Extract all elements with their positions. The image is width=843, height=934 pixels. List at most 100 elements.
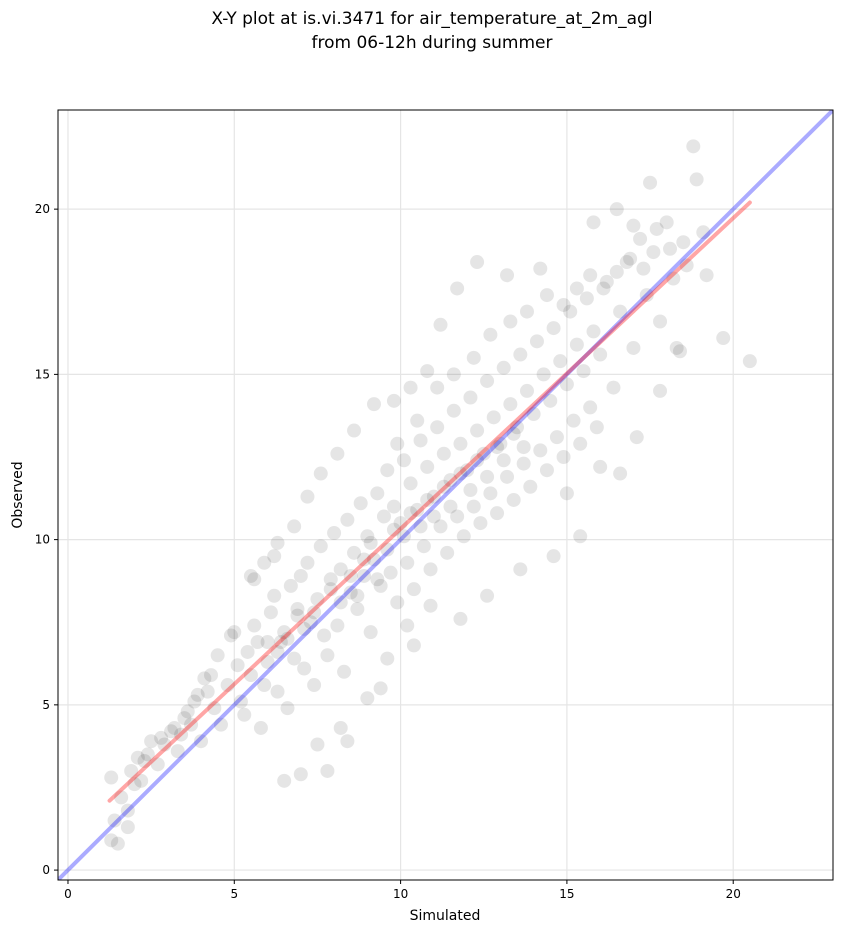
data-point — [636, 261, 651, 276]
data-point — [563, 304, 578, 319]
data-point — [423, 562, 438, 577]
data-point — [250, 635, 265, 650]
data-point — [363, 535, 378, 550]
data-point — [343, 585, 358, 600]
data-point — [623, 251, 638, 266]
data-point — [307, 605, 322, 620]
data-point — [170, 744, 185, 759]
data-point — [450, 281, 465, 296]
data-point — [613, 466, 628, 481]
data-point — [180, 704, 195, 719]
data-point — [320, 648, 335, 663]
x-tick-label: 15 — [559, 887, 574, 901]
fit-line — [107, 200, 752, 803]
data-point — [240, 644, 255, 659]
data-point — [433, 519, 448, 534]
data-point — [529, 334, 544, 349]
data-point — [313, 539, 328, 554]
data-point — [443, 473, 458, 488]
data-point — [583, 400, 598, 415]
data-point — [366, 397, 381, 412]
data-point — [573, 529, 588, 544]
data-point — [237, 707, 252, 722]
data-point — [197, 671, 212, 686]
data-point — [210, 648, 225, 663]
data-point — [443, 499, 458, 514]
data-point — [653, 383, 668, 398]
data-point — [566, 413, 581, 428]
data-point — [483, 327, 498, 342]
data-point — [154, 730, 169, 745]
data-point — [546, 549, 561, 564]
data-point — [360, 529, 375, 544]
data-point — [413, 519, 428, 534]
x-tick-label: 20 — [726, 887, 741, 901]
data-point — [533, 261, 548, 276]
x-axis-label: Simulated — [410, 908, 481, 924]
data-point — [663, 241, 678, 256]
data-point — [609, 264, 624, 279]
y-tick-label: 5 — [42, 698, 50, 712]
data-point — [317, 628, 332, 643]
data-point — [363, 625, 378, 640]
data-point — [559, 377, 574, 392]
data-point — [516, 440, 531, 455]
data-point — [313, 466, 328, 481]
data-point — [177, 711, 192, 726]
y-tick-label: 0 — [42, 863, 50, 877]
data-point — [493, 436, 508, 451]
data-point — [370, 572, 385, 587]
data-point — [436, 446, 451, 461]
data-point — [686, 139, 701, 154]
data-point — [120, 803, 135, 818]
data-point — [576, 364, 591, 379]
data-point — [253, 720, 268, 735]
data-point — [539, 463, 554, 478]
data-point — [506, 426, 521, 441]
data-point — [204, 668, 219, 683]
data-point — [223, 628, 238, 643]
data-point — [140, 747, 155, 762]
data-point — [586, 324, 601, 339]
x-tick-label: 10 — [393, 887, 408, 901]
data-point — [646, 245, 661, 260]
data-point — [267, 549, 282, 564]
data-point — [114, 790, 129, 805]
data-point — [277, 625, 292, 640]
data-point — [516, 456, 531, 471]
data-point — [396, 453, 411, 468]
data-point — [167, 720, 182, 735]
data-point — [699, 268, 714, 283]
data-point — [483, 486, 498, 501]
data-point — [526, 407, 541, 422]
data-point — [669, 340, 684, 355]
data-point — [546, 321, 561, 336]
data-point — [104, 833, 119, 848]
data-point — [303, 615, 318, 630]
data-point — [144, 734, 159, 749]
data-point — [559, 486, 574, 501]
data-point — [453, 611, 468, 626]
data-point — [270, 535, 285, 550]
data-point — [293, 767, 308, 782]
data-point — [456, 529, 471, 544]
y-tick-label: 15 — [35, 367, 50, 381]
data-point — [243, 668, 258, 683]
data-point — [583, 268, 598, 283]
data-point — [350, 602, 365, 617]
data-point — [549, 430, 564, 445]
plot-frame — [57, 109, 834, 881]
data-point — [243, 568, 258, 583]
data-point — [373, 578, 388, 593]
data-point — [323, 582, 338, 597]
data-point — [406, 638, 421, 653]
data-point — [150, 757, 165, 772]
data-point — [400, 555, 415, 570]
data-point — [676, 235, 691, 250]
data-point — [310, 737, 325, 752]
data-point — [539, 288, 554, 303]
data-point — [333, 720, 348, 735]
data-point — [506, 492, 521, 507]
data-points — [104, 139, 757, 851]
x-tick-label: 5 — [230, 887, 238, 901]
